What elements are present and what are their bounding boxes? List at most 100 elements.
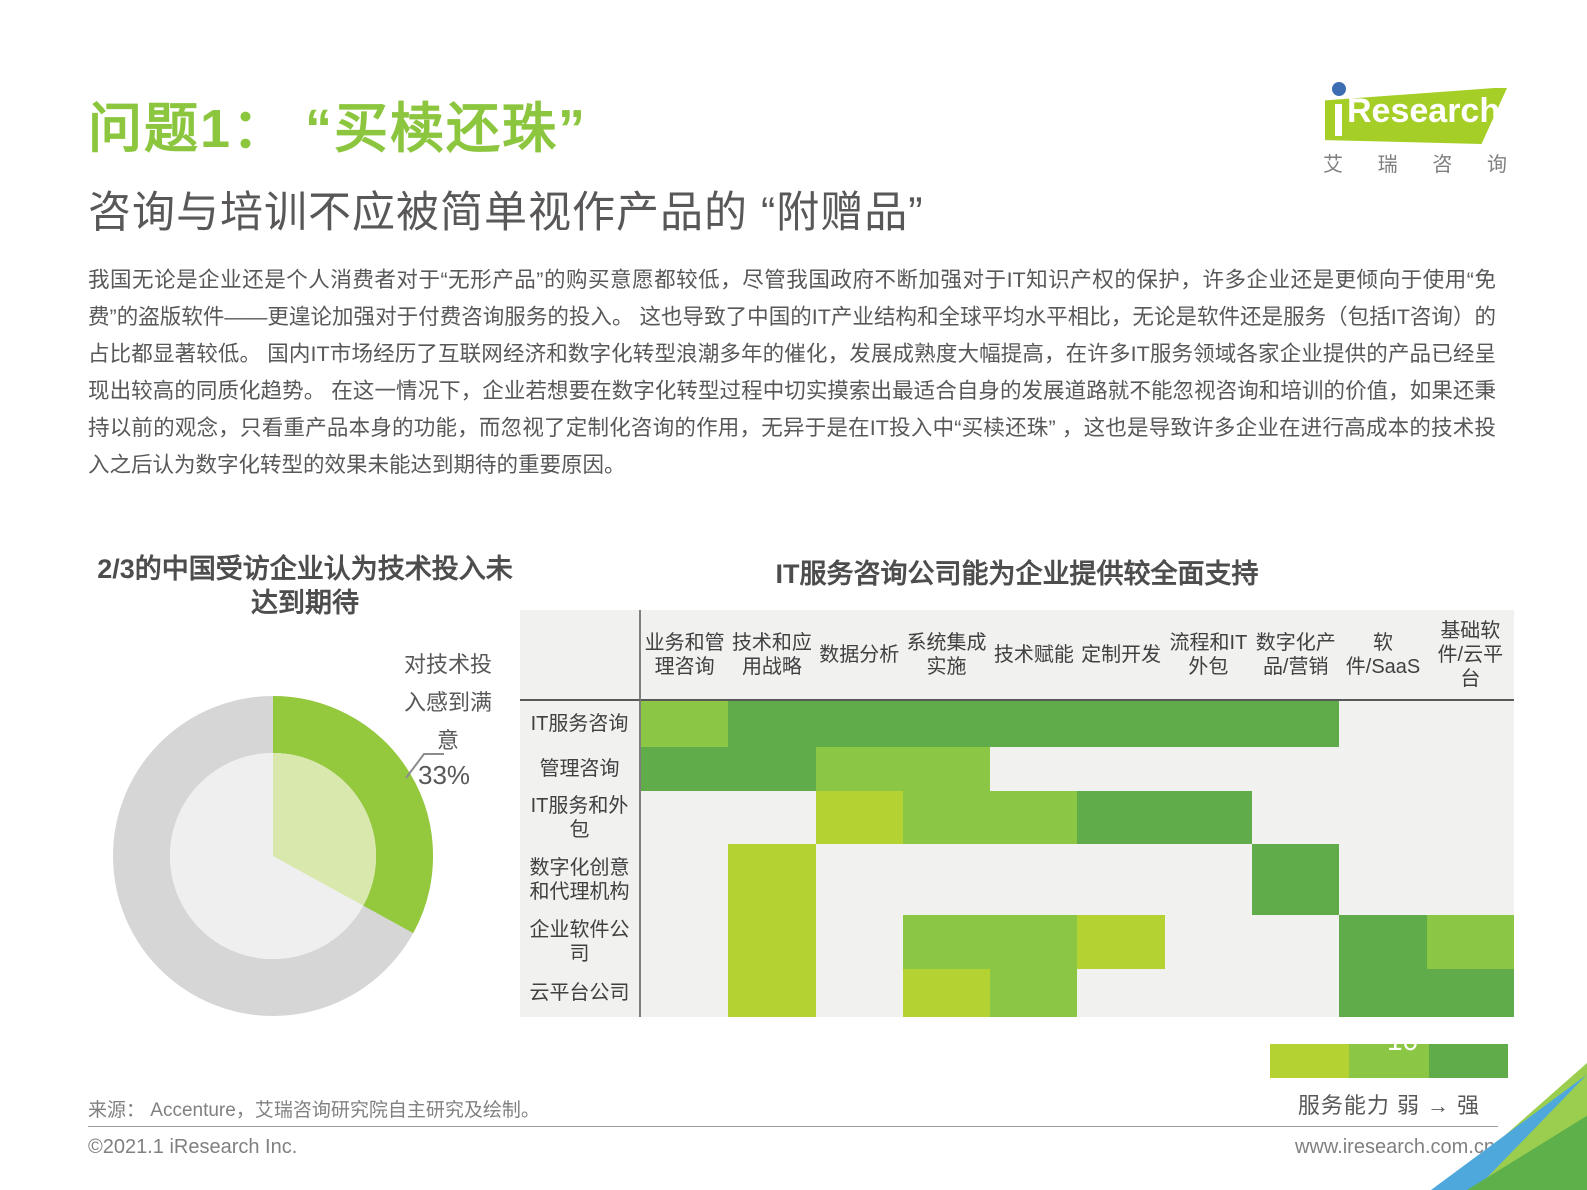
body-paragraph: 我国无论是企业还是个人消费者对于“无形产品”的购买意愿都较低，尽管我国政府不断加… (88, 268, 1496, 477)
heatmap-cell (1164, 969, 1253, 1017)
legend-swatch (1428, 1044, 1508, 1078)
heatmap-cell (1077, 915, 1165, 969)
heatmap-cell (815, 969, 903, 1017)
column-header: 系统集成实施 (902, 610, 991, 701)
heatmap-cell (815, 747, 903, 791)
legend-swatch (1270, 1044, 1350, 1078)
heatmap-cell (1252, 915, 1340, 969)
heatmap-cell (1426, 747, 1514, 791)
column-header: 业务和管理咨询 (641, 610, 729, 701)
page-title: 问题1： “买椟还珠” (88, 99, 588, 159)
heatmap-cell (641, 791, 729, 844)
pie-slice-label: 对技术投入感到满意 (403, 652, 492, 753)
heatmap-cell (1426, 844, 1514, 915)
heatmap-cell (1339, 791, 1427, 844)
heatmap-cell (990, 969, 1078, 1017)
pie-slice-value: 33% (418, 760, 471, 790)
heatmap-cell (728, 701, 816, 747)
heatmap-cell (1339, 701, 1427, 747)
heatmap-cell (641, 701, 729, 747)
heatmap-cell (902, 701, 991, 747)
heatmap-cell (641, 969, 729, 1017)
heatmap-cell (990, 844, 1078, 915)
heatmap-cell (728, 844, 816, 915)
heatmap-cell (902, 844, 991, 915)
heatmap-cell (1077, 969, 1165, 1017)
logo-cn-char: 瑞 (1377, 154, 1398, 176)
legend-swatch (1349, 1044, 1429, 1078)
row-label: 管理咨询 (520, 747, 641, 791)
logo-cn-char: 艾 (1323, 154, 1343, 176)
legend-swatches (1270, 1044, 1508, 1078)
heatmap-cell (1426, 915, 1514, 969)
heatmap-cell (1426, 701, 1514, 747)
heatmap-cell (1252, 844, 1340, 915)
heatmap-cell (1426, 969, 1514, 1017)
heatmap-cell (990, 747, 1078, 791)
row-label: 数字化创意和代理机构 (520, 844, 641, 915)
heatmap-cell (815, 791, 903, 844)
logo-i-dot-icon (1332, 82, 1346, 96)
column-header: 技术赋能 (990, 610, 1078, 701)
heatmap-cell (641, 844, 729, 915)
iresearch-logo: Research 艾 瑞 咨 询 (1315, 82, 1510, 177)
column-header: 软件/SaaS (1339, 610, 1427, 701)
heatmap-cell (641, 915, 729, 969)
heatmap-cell (728, 969, 816, 1017)
donut-chart (113, 696, 433, 1016)
source-note: 来源： Accenture，艾瑞咨询研究院自主研究及绘制。 (88, 1100, 540, 1121)
capability-heatmap: 业务和管理咨询 技术和应用战略 数据分析 系统集成实施 技术赋能 定制开发 流程和IT外包数… (520, 610, 1514, 1017)
heatmap-cell (1077, 747, 1165, 791)
heatmap-legend: 服务能力 弱 → 强 (1270, 1044, 1508, 1120)
heatmap-cell (1426, 791, 1514, 844)
row-label: IT服务和外包 (520, 791, 641, 844)
column-header: 数据分析 (815, 610, 903, 701)
heatmap-cell (815, 701, 903, 747)
heatmap-cell (902, 969, 991, 1017)
footer-copyright: ©2021.1 iResearch Inc. (88, 1136, 298, 1158)
column-header: 数字化产品/营销 (1252, 610, 1340, 701)
heatmap-cell (990, 791, 1078, 844)
column-header: 流程和IT外包 (1164, 610, 1253, 701)
heatmap-cell (990, 701, 1078, 747)
heatmap-cell (1252, 701, 1340, 747)
heatmap-cell (1077, 701, 1165, 747)
footer-url: www.iresearch.com.cn (1294, 1136, 1495, 1158)
column-header: 基础软件/云平台 (1426, 610, 1514, 701)
pie-chart-title: 2/3的中国受访企业认为技术投入未达到期待 (97, 554, 513, 618)
heatmap-cell (641, 747, 729, 791)
heatmap-cell (728, 915, 816, 969)
legend-label: 服务能力 弱 → 强 (1297, 1093, 1481, 1118)
row-label: 企业软件公司 (520, 915, 641, 969)
heatmap-cell (1164, 701, 1253, 747)
heatmap-cell (1252, 969, 1340, 1017)
page-number: 10 (1387, 1025, 1419, 1056)
heatmap-cell (728, 747, 816, 791)
heatmap-cell (1339, 844, 1427, 915)
heatmap-cell (1252, 791, 1340, 844)
heatmap-cell (902, 747, 991, 791)
callout-line (405, 753, 444, 779)
heatmap-cell (815, 915, 903, 969)
heatmap-cell (990, 915, 1078, 969)
heatmap-cell (1164, 915, 1253, 969)
logo-cn-char: 咨 (1432, 154, 1453, 176)
logo-cn-char: 询 (1486, 154, 1507, 176)
heatmap-corner-cell (520, 610, 641, 701)
heatmap-cell (1164, 844, 1253, 915)
heatmap-cell (815, 844, 903, 915)
heatmap-cell (1339, 969, 1427, 1017)
logo-chinese-name: 艾 瑞 咨 询 (1323, 148, 1507, 177)
heatmap-cell (902, 791, 991, 844)
row-label: 云平台公司 (520, 969, 641, 1017)
logo-brand-text: Research (1347, 92, 1501, 130)
heatmap-cell (1164, 791, 1253, 844)
heatmap-cell (1077, 791, 1165, 844)
heatmap-cell (1339, 747, 1427, 791)
heatmap-title: IT服务咨询公司能为企业提供较全面支持 (775, 559, 1259, 589)
corner-decoration: 10 (1387, 1025, 1587, 1190)
page-subtitle: 咨询与培训不应被简单视作产品的 “附赠品” (88, 189, 924, 237)
heatmap-cell (1252, 747, 1340, 791)
heatmap-cell (1077, 844, 1165, 915)
